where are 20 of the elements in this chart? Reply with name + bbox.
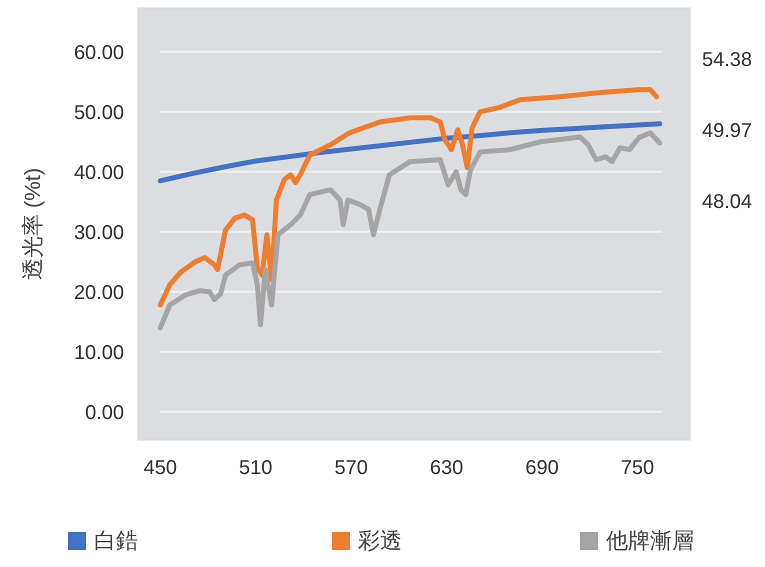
legend-label: 他牌漸層 — [606, 528, 694, 553]
y-axis-title: 透光率 (%t) — [20, 168, 45, 280]
x-tick-label: 570 — [334, 457, 368, 479]
x-tick-label: 510 — [239, 457, 272, 479]
x-tick-label: 450 — [144, 457, 177, 479]
y-tick-label: 40.00 — [74, 162, 124, 184]
y-tick-label: 10.00 — [74, 342, 124, 364]
x-tick-label: 690 — [525, 457, 559, 479]
x-tick-label: 750 — [620, 457, 654, 479]
y-tick-label: 30.00 — [74, 222, 124, 244]
x-tick-label: 630 — [430, 457, 464, 479]
text: 49.97 — [702, 120, 752, 142]
legend-label: 白鋯 — [94, 528, 138, 553]
legend-label: 彩透 — [358, 528, 402, 553]
y-tick-label: 60.00 — [74, 42, 124, 64]
text: 54.38 — [702, 49, 752, 71]
y-tick-label: 50.00 — [74, 102, 124, 124]
y-tick-label: 20.00 — [74, 282, 124, 304]
text: 48.04 — [702, 191, 752, 213]
y-tick-label: 0.00 — [85, 402, 124, 424]
